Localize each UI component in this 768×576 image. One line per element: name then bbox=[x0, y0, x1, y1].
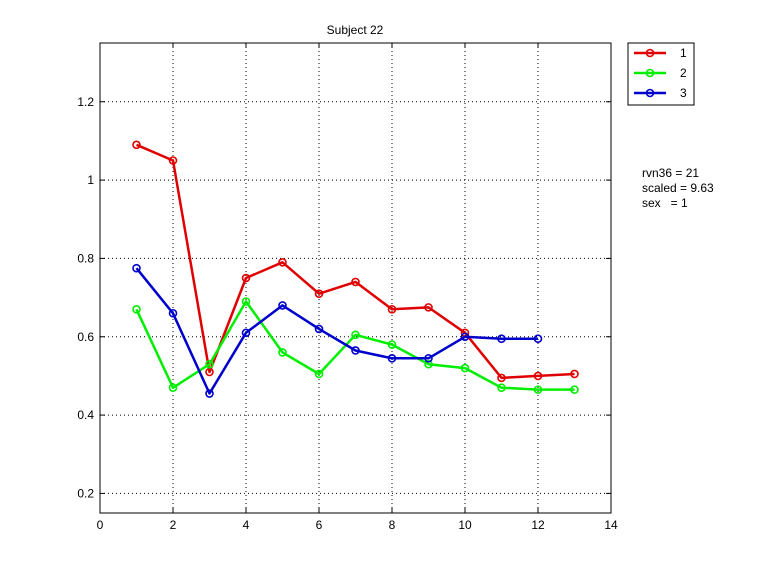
data-point bbox=[351, 277, 360, 287]
x-tick-label: 14 bbox=[604, 518, 618, 532]
x-tick-label: 12 bbox=[531, 518, 545, 532]
data-point bbox=[497, 334, 506, 344]
annotation-sex: sex = 1 bbox=[642, 196, 688, 210]
data-point bbox=[570, 369, 579, 379]
data-point bbox=[533, 385, 543, 394]
data-point bbox=[278, 301, 287, 310]
data-point bbox=[314, 369, 324, 379]
data-point bbox=[460, 363, 470, 373]
data-point bbox=[387, 353, 397, 363]
data-point bbox=[424, 353, 433, 363]
series-1 bbox=[132, 140, 579, 383]
data-point bbox=[351, 330, 360, 340]
y-tick-label: 1.2 bbox=[77, 95, 94, 109]
legend: 1 2 3 bbox=[627, 42, 695, 106]
data-point bbox=[424, 303, 433, 312]
legend-label-3: 3 bbox=[680, 86, 687, 100]
data-point bbox=[387, 340, 397, 349]
data-point bbox=[132, 263, 141, 273]
series-line-1 bbox=[136, 143, 575, 380]
x-tick-label: 2 bbox=[170, 518, 177, 532]
data-point bbox=[497, 373, 506, 383]
data-point bbox=[460, 332, 470, 342]
plot-area bbox=[99, 42, 612, 514]
series-2 bbox=[132, 297, 579, 394]
data-point bbox=[205, 359, 214, 369]
data-point bbox=[168, 383, 178, 392]
data-point bbox=[351, 346, 360, 355]
data-point bbox=[497, 383, 506, 392]
data-point bbox=[132, 140, 141, 150]
y-tick-label: 1 bbox=[87, 173, 94, 187]
data-point bbox=[387, 305, 397, 314]
x-tick-label: 10 bbox=[458, 518, 472, 532]
data-point bbox=[424, 359, 433, 369]
data-point bbox=[533, 334, 543, 344]
annotation-rvn36: rvn36 = 21 bbox=[642, 166, 700, 180]
data-point bbox=[314, 289, 324, 298]
x-tick-label: 0 bbox=[97, 518, 104, 532]
data-point bbox=[570, 385, 579, 394]
data-point bbox=[241, 273, 251, 283]
axis-ticks: 0 2 4 6 8 10 12 14 0.2 0.4 0.6 0.8 1 1.2 bbox=[77, 43, 618, 532]
data-point bbox=[205, 367, 214, 377]
y-tick-label: 0.8 bbox=[77, 251, 94, 265]
data-point bbox=[132, 305, 141, 314]
data-point bbox=[278, 258, 287, 267]
y-tick-label: 0.4 bbox=[77, 408, 94, 422]
legend-marker-1 bbox=[645, 48, 655, 58]
legend-label-1: 1 bbox=[680, 46, 687, 60]
legend-marker-3 bbox=[645, 88, 655, 98]
data-point bbox=[241, 297, 251, 306]
data-point bbox=[205, 389, 214, 398]
annotation-scaled: scaled = 9.63 bbox=[642, 181, 714, 195]
y-tick-label: 0.2 bbox=[77, 486, 94, 500]
series-line-2 bbox=[135, 300, 575, 391]
legend-marker-2 bbox=[645, 68, 655, 78]
y-tick-label: 0.6 bbox=[77, 330, 94, 344]
x-tick-label: 8 bbox=[389, 518, 396, 532]
chart-title: Subject 22 bbox=[327, 23, 384, 37]
data-point bbox=[168, 156, 178, 165]
series-line-3 bbox=[135, 267, 538, 395]
x-tick-label: 6 bbox=[316, 518, 323, 532]
series-3 bbox=[132, 263, 543, 398]
data-point bbox=[241, 328, 251, 338]
data-point bbox=[168, 308, 178, 318]
x-tick-label: 4 bbox=[243, 518, 250, 532]
data-series bbox=[132, 140, 579, 398]
data-point bbox=[533, 371, 543, 381]
legend-label-2: 2 bbox=[680, 66, 687, 80]
data-point bbox=[278, 348, 287, 357]
data-point bbox=[314, 324, 324, 334]
